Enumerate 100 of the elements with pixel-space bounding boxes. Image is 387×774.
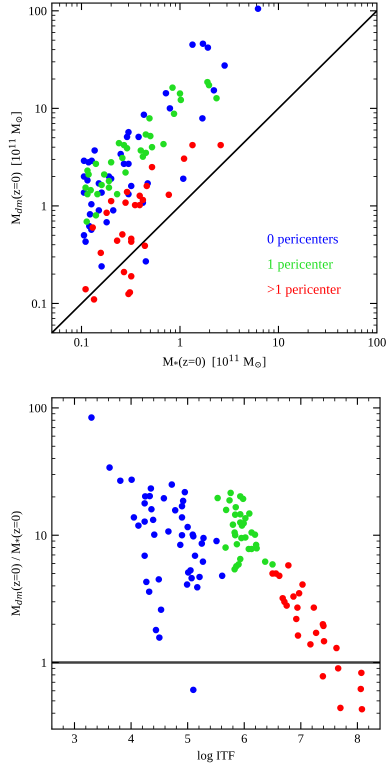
point: [198, 540, 206, 547]
point: [293, 616, 300, 622]
point: [358, 706, 366, 712]
x-tick-label: 0.1: [74, 338, 89, 347]
point: [334, 665, 342, 672]
point: [218, 572, 226, 580]
point: [156, 634, 163, 641]
point: [188, 574, 195, 582]
point: [160, 495, 168, 502]
x-tick-label: 4: [128, 734, 134, 743]
point: [182, 488, 188, 496]
point: [200, 534, 207, 542]
point: [146, 492, 153, 500]
point: [151, 531, 158, 538]
x-axis-title: M$_{*}$(z=0) [10$^{11}$ M$_{⊙}$]: [162, 354, 266, 368]
point: [283, 602, 290, 609]
point: [237, 556, 244, 562]
x-tick-label: 5: [185, 734, 190, 743]
y-tick-label: 100: [29, 404, 47, 412]
point: [246, 510, 253, 517]
point: [148, 506, 155, 512]
point: [333, 644, 340, 652]
point: [310, 604, 318, 611]
point: [358, 686, 364, 692]
point: [299, 581, 306, 588]
x-tick-label: 8: [354, 734, 360, 743]
text: 0 pericenters: [268, 234, 338, 246]
point: [177, 542, 184, 548]
point: [143, 578, 150, 586]
point: [358, 670, 365, 676]
point: [178, 532, 186, 538]
point: [192, 552, 198, 559]
point: [141, 518, 148, 525]
point: [178, 502, 186, 510]
y-axis-title: M$_{dm}$(z=0) [10$^{11}$ M$_{⊙}$]: [8, 112, 23, 224]
y-tick-label: 100: [29, 6, 47, 16]
point: [172, 507, 178, 514]
point: [312, 630, 320, 636]
point: [190, 686, 197, 694]
point: [158, 606, 164, 613]
point: [88, 414, 95, 421]
point: [184, 581, 190, 588]
x-tick-label: 3: [72, 734, 78, 743]
point: [148, 485, 154, 492]
point: [150, 516, 156, 524]
point: [296, 590, 302, 597]
y-axis-title: M$_{dm}$(z=0) / M$_{*}$(z=0): [11, 511, 23, 616]
point: [337, 704, 344, 712]
y-tick-label: 10: [36, 531, 47, 540]
point: [262, 558, 268, 565]
x-axis-title: log ITF: [197, 750, 234, 762]
point: [234, 540, 240, 548]
point: [152, 626, 160, 634]
point: [141, 552, 148, 559]
point: [146, 588, 152, 595]
point: [196, 574, 203, 580]
point: [130, 514, 138, 521]
point: [253, 545, 260, 552]
point: [237, 511, 244, 518]
point: [128, 476, 135, 483]
x-tick-label: 10: [273, 338, 284, 346]
x-tick-label: 6: [242, 734, 247, 743]
x-tick-label: 7: [298, 734, 304, 743]
y-tick-label: 1: [42, 202, 46, 210]
point: [222, 506, 230, 514]
text: >1 pericenter: [268, 284, 341, 297]
point: [184, 569, 192, 576]
point: [135, 522, 142, 529]
y-tick-label: 10: [36, 104, 47, 113]
point: [226, 497, 233, 504]
point: [231, 566, 238, 573]
point: [178, 514, 186, 521]
point: [240, 496, 246, 502]
x-tick-label: 1: [178, 338, 182, 346]
point: [156, 576, 162, 583]
point: [200, 558, 206, 565]
point: [269, 561, 276, 568]
point: [214, 494, 221, 502]
point: [242, 534, 249, 541]
point: [294, 632, 302, 639]
point: [290, 593, 297, 600]
point: [242, 514, 249, 522]
point: [307, 641, 314, 648]
point: [168, 481, 176, 488]
point: [230, 521, 236, 528]
point: [106, 464, 113, 471]
point: [194, 584, 201, 591]
text: 1 pericenter: [268, 259, 333, 272]
x-tick-label: 100: [368, 338, 386, 346]
point: [320, 673, 326, 680]
point: [252, 531, 258, 538]
point: [276, 572, 283, 580]
point: [232, 504, 240, 510]
point: [141, 500, 148, 507]
point: [165, 528, 172, 535]
point: [294, 604, 301, 611]
point: [213, 538, 220, 544]
point: [227, 490, 234, 496]
point: [117, 477, 124, 484]
y-tick-label: 1: [42, 658, 46, 667]
